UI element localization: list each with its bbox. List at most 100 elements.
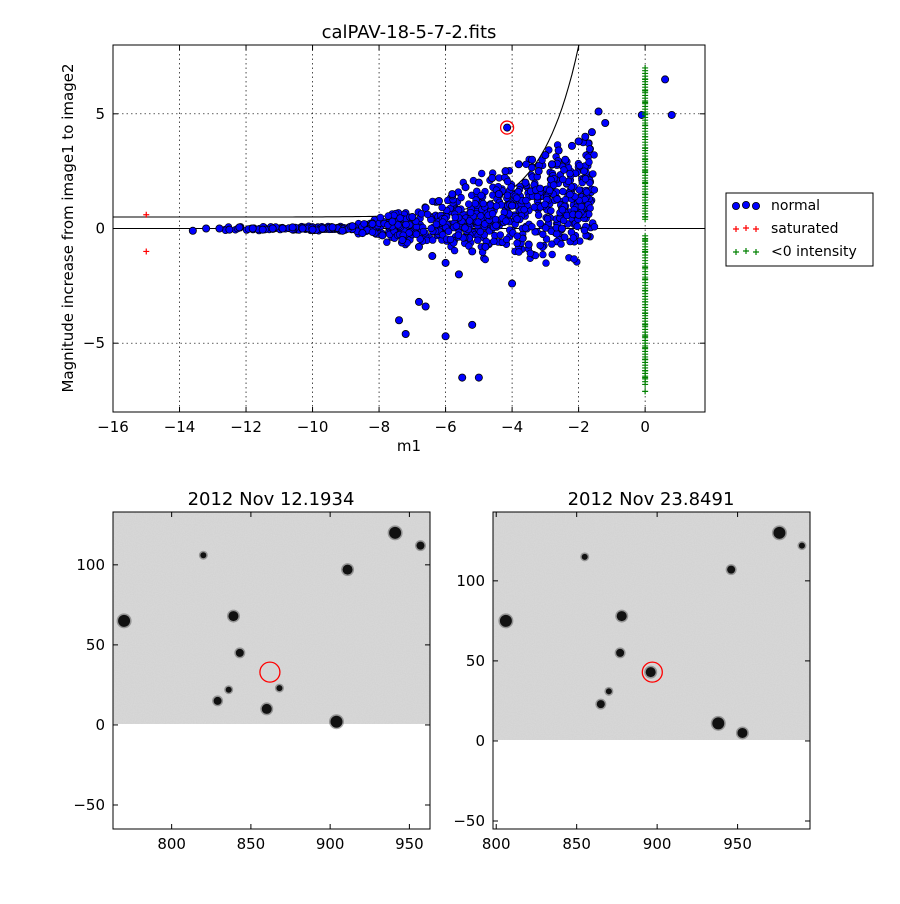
point-normal [601, 118, 610, 127]
scatter-y-ticks: 5 0 −5 [83, 105, 705, 352]
point-normal [358, 229, 367, 238]
scatter-y-label: Magnitude increase from image1 to image2 [59, 63, 77, 392]
point-normal [474, 178, 483, 187]
image-1-noise [113, 512, 430, 724]
image-panel-2: 2012 Nov 23.8491 800 850 900 950 100 50 0 −50 [453, 489, 811, 853]
point-normal [395, 316, 404, 325]
image-2-noise [493, 512, 810, 740]
image-1-title: 2012 Nov 12.1934 [188, 489, 355, 510]
star [727, 565, 736, 574]
point-saturated [143, 248, 150, 255]
point-normal [526, 249, 535, 258]
point-normal [583, 188, 591, 196]
point-normal [575, 186, 583, 194]
point-normal [398, 235, 407, 244]
point-normal [528, 223, 536, 231]
point-normal [594, 107, 603, 116]
point-normal [328, 223, 337, 232]
point-normal [541, 200, 549, 209]
legend-label-negative-intensity: <0 intensity [771, 244, 857, 260]
point-normal [524, 240, 533, 249]
point-normal [589, 170, 597, 178]
point-negative-intensity [642, 232, 649, 239]
point-normal [661, 75, 670, 84]
point-normal [553, 195, 561, 203]
point-normal [521, 224, 530, 232]
point-normal [412, 230, 421, 238]
point-normal [188, 226, 197, 235]
point-normal [494, 190, 503, 199]
star [118, 614, 131, 627]
image-2-x-ticks: 800 850 900 950 [482, 512, 752, 853]
x-tick-label: 900 [316, 835, 345, 853]
point-normal [308, 225, 317, 234]
point-saturated [143, 211, 150, 218]
image-1-area [113, 512, 430, 730]
point-normal [548, 250, 556, 259]
point-normal [667, 110, 676, 119]
point-normal [558, 206, 567, 214]
point-normal [468, 247, 477, 256]
y-tick-label: −50 [453, 812, 485, 830]
point-normal [278, 224, 287, 233]
point-normal [348, 222, 357, 231]
image-2-stars [498, 525, 807, 740]
point-normal [521, 178, 530, 187]
point-normal [567, 141, 576, 150]
point-normal [580, 167, 588, 175]
point-normal [490, 237, 498, 246]
y-tick-label: 0 [95, 220, 105, 238]
star [581, 553, 588, 560]
y-tick-label: −5 [83, 334, 105, 352]
point-normal [503, 191, 512, 200]
point-normal [559, 187, 567, 196]
point-normal [549, 181, 558, 189]
point-normal [548, 240, 556, 248]
point-normal [450, 246, 459, 255]
point-normal [454, 231, 463, 239]
y-tick-label: 100 [76, 556, 105, 574]
point-normal [465, 217, 474, 225]
image-2-area [493, 512, 810, 740]
star [596, 700, 605, 709]
image-2-y-ticks: 100 50 0 −50 [453, 572, 810, 830]
threshold-curve [113, 45, 705, 229]
point-normal [474, 236, 482, 244]
point-normal [528, 164, 536, 172]
star [276, 685, 283, 692]
point-normal [560, 166, 568, 174]
y-tick-label: −50 [73, 796, 105, 814]
point-normal [533, 193, 542, 201]
point-normal [479, 199, 487, 208]
point-normal [513, 215, 521, 223]
point-normal [507, 183, 515, 191]
point-normal [587, 128, 596, 137]
point-normal [376, 213, 385, 222]
point-normal [202, 224, 211, 233]
image-1-x-ticks: 800 850 900 950 [157, 512, 424, 853]
point-normal [503, 177, 512, 186]
point-normal [225, 225, 234, 234]
point-normal [581, 132, 590, 141]
point-normal [566, 169, 574, 178]
x-tick-label: 900 [643, 835, 672, 853]
star [737, 727, 748, 738]
point-normal [548, 160, 557, 169]
star [261, 703, 272, 714]
x-tick-label: −12 [230, 418, 262, 436]
x-tick-label: −4 [501, 418, 523, 436]
point-normal [298, 224, 307, 233]
point-normal [466, 208, 475, 217]
point-normal [580, 226, 589, 235]
point-normal [477, 212, 485, 220]
star [773, 526, 786, 539]
point-normal [545, 186, 554, 195]
legend-marker-normal [732, 200, 761, 210]
point-normal [248, 224, 257, 233]
point-normal [513, 194, 521, 202]
point-normal [268, 224, 277, 233]
x-tick-label: 0 [640, 418, 650, 436]
star [605, 688, 612, 695]
point-normal [514, 160, 523, 169]
star [330, 715, 343, 728]
